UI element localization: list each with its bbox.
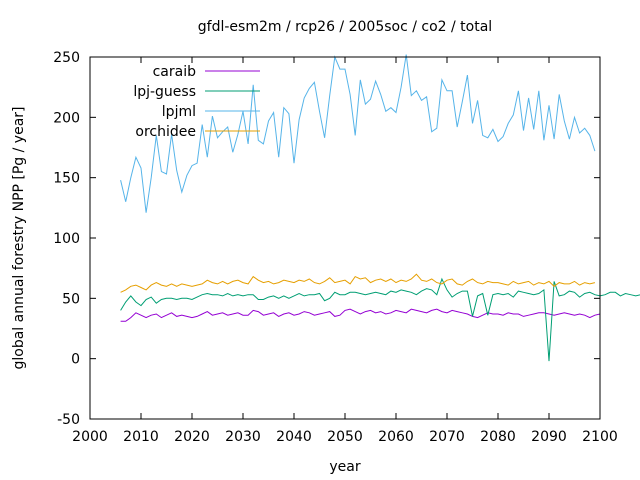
- y-axis-label: global annual forestry NPP [Pg / year]: [11, 106, 27, 369]
- series-line-caraib: [120, 308, 601, 322]
- series-line-lpjml: [120, 54, 596, 213]
- legend-label-lpjml: lpjml: [162, 104, 196, 120]
- x-tick-label: 2090: [531, 429, 567, 445]
- y-tick-label: 150: [53, 171, 80, 187]
- x-tick-label: 2030: [225, 429, 261, 445]
- series-line-orchidee: [120, 273, 596, 293]
- y-tick-label: 200: [53, 110, 80, 126]
- x-tick-label: 2040: [276, 429, 312, 445]
- x-tick-label: 2060: [378, 429, 414, 445]
- series-layer: [120, 54, 640, 362]
- legend-label-lpj-guess: lpj-guess: [133, 84, 196, 100]
- ticks-layer: 2000 2010 2020 2030 2040 2050 2060 2070 2080 2090…: [53, 50, 618, 445]
- y-tick-label: 50: [62, 291, 80, 307]
- x-tick-label: 2100: [582, 429, 618, 445]
- x-tick-label: 2020: [174, 429, 210, 445]
- x-tick-label: 2070: [429, 429, 465, 445]
- x-tick-label: 2000: [72, 429, 108, 445]
- y-tick-label: 100: [53, 231, 80, 247]
- x-tick-label: 2010: [123, 429, 159, 445]
- series-line-lpj-guess: [120, 277, 640, 362]
- x-axis-label: year: [329, 459, 360, 475]
- chart-title: gfdl-esm2m / rcp26 / 2005soc / co2 / tot…: [198, 19, 492, 35]
- y-tick-label: 250: [53, 50, 80, 66]
- legend: caraib lpj-guess lpjml orchidee: [133, 64, 260, 140]
- legend-label-orchidee: orchidee: [135, 124, 196, 140]
- x-tick-label: 2080: [480, 429, 516, 445]
- y-tick-label: -50: [57, 412, 80, 428]
- x-tick-label: 2050: [327, 429, 363, 445]
- legend-label-caraib: caraib: [153, 64, 197, 80]
- y-tick-label: 0: [71, 352, 80, 368]
